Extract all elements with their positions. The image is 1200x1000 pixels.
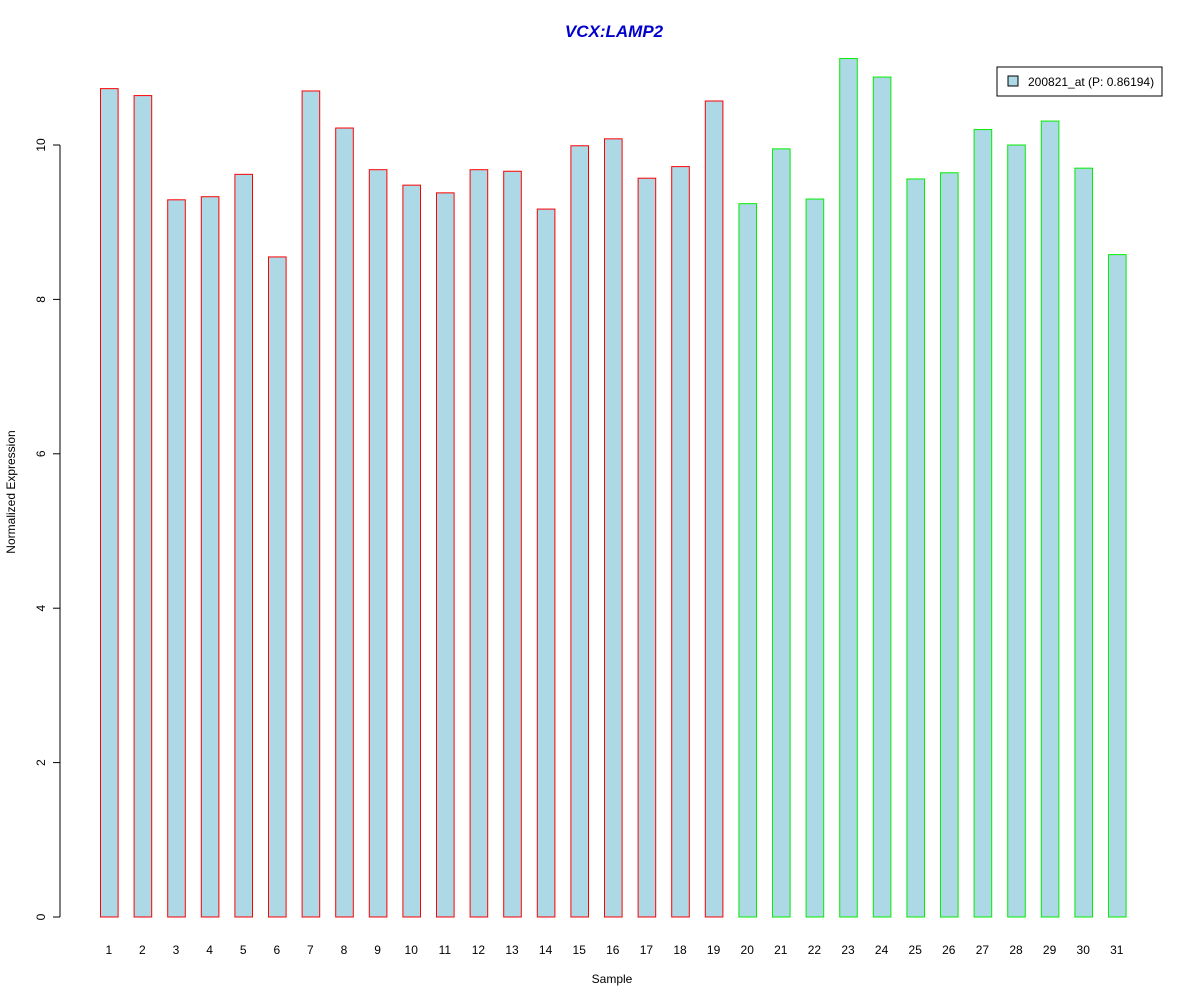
- x-tick-label: 24: [875, 943, 889, 957]
- bar: [536, 208, 556, 918]
- x-tick-label: 11: [439, 943, 452, 957]
- bar: [570, 145, 590, 918]
- legend-swatch: [1007, 75, 1019, 87]
- x-tick-label: 4: [206, 943, 213, 957]
- y-tick-label: 2: [34, 759, 48, 766]
- x-tick-label: 27: [976, 943, 990, 957]
- bar: [100, 88, 119, 918]
- x-tick-label: 2: [139, 943, 146, 957]
- bar: [469, 169, 489, 918]
- bar: [200, 196, 220, 918]
- x-tick-label: 16: [606, 943, 620, 957]
- bar: [268, 256, 287, 918]
- x-tick-label: 13: [505, 943, 519, 957]
- legend: 200821_at (P: 0.86194): [996, 66, 1163, 97]
- chart-title: VCX:LAMP2: [565, 22, 664, 41]
- bar: [772, 148, 791, 918]
- x-tick-label: 26: [942, 943, 956, 957]
- x-tick-label: 3: [173, 943, 180, 957]
- bar: [133, 95, 153, 918]
- bar: [167, 199, 186, 918]
- bar: [805, 198, 825, 918]
- bar: [1108, 254, 1127, 918]
- bar: [906, 178, 926, 918]
- bar: [402, 184, 421, 918]
- x-tick-label: 6: [273, 943, 280, 957]
- bar: [234, 173, 253, 918]
- x-tick-label: 15: [573, 943, 587, 957]
- y-tick-label: 10: [34, 138, 48, 152]
- bar: [671, 166, 690, 918]
- x-tick-label: 20: [741, 943, 755, 957]
- bar: [1040, 120, 1060, 918]
- x-tick-label: 18: [673, 943, 687, 957]
- bar: [503, 170, 522, 918]
- x-tick-label: 29: [1043, 943, 1057, 957]
- bar: [604, 138, 623, 918]
- x-tick-label: 30: [1077, 943, 1091, 957]
- x-tick-label: 9: [374, 943, 381, 957]
- x-tick-label: 23: [841, 943, 855, 957]
- x-tick-labels: 1 2 3 4 5 6 7 8 9 10 11 12 13 14 15 16 17 18 19 20 21 22 23 24 2…: [105, 943, 1123, 957]
- y-tick-label: 6: [34, 450, 48, 457]
- bar: [368, 169, 388, 918]
- y-tick-label: 8: [34, 296, 48, 303]
- bar: [1007, 144, 1026, 918]
- bar: [436, 192, 455, 918]
- x-tick-label: 28: [1009, 943, 1023, 957]
- bar: [1074, 167, 1094, 918]
- x-tick-label: 8: [341, 943, 348, 957]
- legend-label: 200821_at (P: 0.86194): [1028, 75, 1154, 89]
- bar: [940, 172, 959, 918]
- x-tick-label: 5: [240, 943, 247, 957]
- bar: [872, 76, 892, 918]
- bar: [637, 177, 657, 918]
- bar: [704, 100, 724, 918]
- x-axis-label: Sample: [592, 972, 633, 986]
- bar: [301, 90, 321, 918]
- bar: [738, 203, 758, 918]
- x-tick-label: 14: [539, 943, 553, 957]
- bar: [335, 127, 354, 918]
- y-tick-label: 0: [34, 913, 48, 920]
- y-axis: 0 2 4 6 8 10: [34, 138, 61, 920]
- x-tick-label: 31: [1110, 943, 1124, 957]
- x-tick-label: 25: [909, 943, 923, 957]
- y-tick-label: 4: [34, 605, 48, 612]
- x-tick-label: 21: [774, 943, 788, 957]
- y-axis-label: Normalized Expression: [4, 430, 18, 553]
- bars: [100, 58, 1127, 918]
- x-tick-label: 17: [640, 943, 654, 957]
- x-tick-label: 12: [472, 943, 486, 957]
- x-tick-label: 7: [307, 943, 314, 957]
- x-tick-label: 10: [405, 943, 419, 957]
- x-tick-label: 19: [707, 943, 721, 957]
- bar: [839, 58, 858, 918]
- x-tick-label: 22: [808, 943, 822, 957]
- legend-box: [996, 66, 1163, 97]
- x-tick-label: 1: [105, 943, 112, 957]
- bar: [973, 129, 993, 918]
